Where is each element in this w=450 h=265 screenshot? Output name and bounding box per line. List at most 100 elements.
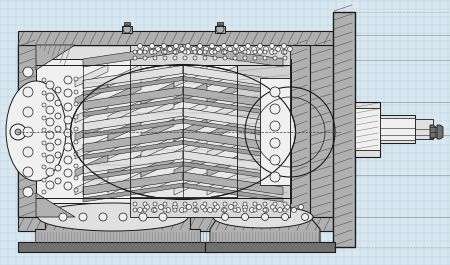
Polygon shape: [174, 137, 207, 159]
Circle shape: [283, 50, 287, 54]
Circle shape: [153, 50, 157, 54]
Bar: [122, 26, 132, 33]
Polygon shape: [83, 129, 183, 152]
Polygon shape: [174, 101, 207, 123]
Circle shape: [167, 46, 172, 51]
Bar: [124, 22, 130, 26]
Circle shape: [46, 118, 54, 126]
Polygon shape: [83, 44, 183, 67]
Circle shape: [46, 106, 54, 114]
Polygon shape: [183, 87, 283, 110]
Circle shape: [55, 87, 61, 93]
Circle shape: [298, 205, 303, 210]
Polygon shape: [83, 76, 183, 95]
Circle shape: [221, 50, 226, 55]
Circle shape: [138, 207, 143, 213]
Circle shape: [153, 208, 157, 212]
Bar: [380, 118, 415, 140]
Ellipse shape: [71, 64, 296, 200]
Polygon shape: [83, 108, 183, 131]
Circle shape: [174, 50, 179, 55]
Circle shape: [42, 165, 46, 169]
Circle shape: [223, 202, 227, 206]
Circle shape: [163, 50, 167, 54]
Circle shape: [42, 116, 46, 120]
Circle shape: [163, 56, 167, 60]
Circle shape: [242, 214, 248, 220]
Circle shape: [173, 56, 177, 60]
Circle shape: [252, 46, 256, 51]
Polygon shape: [83, 172, 183, 195]
Polygon shape: [141, 65, 174, 87]
Circle shape: [270, 155, 280, 165]
Polygon shape: [141, 173, 174, 195]
Circle shape: [213, 202, 217, 206]
Polygon shape: [75, 155, 108, 177]
Circle shape: [64, 182, 72, 190]
Circle shape: [23, 87, 33, 97]
Circle shape: [263, 208, 267, 212]
Circle shape: [284, 205, 289, 210]
Circle shape: [246, 43, 251, 48]
Bar: [130, 197, 290, 217]
Circle shape: [264, 207, 269, 213]
Circle shape: [46, 155, 54, 163]
Circle shape: [138, 43, 143, 48]
Circle shape: [74, 115, 78, 119]
Polygon shape: [35, 217, 200, 243]
Circle shape: [172, 205, 177, 210]
Circle shape: [10, 124, 26, 140]
Bar: [355, 102, 380, 157]
Circle shape: [213, 56, 217, 60]
Polygon shape: [83, 65, 183, 88]
Circle shape: [253, 202, 257, 206]
Circle shape: [193, 50, 197, 54]
Circle shape: [192, 46, 197, 51]
Circle shape: [270, 43, 274, 48]
Polygon shape: [174, 155, 207, 177]
Circle shape: [42, 153, 46, 157]
Circle shape: [143, 56, 147, 60]
Circle shape: [143, 208, 147, 212]
Circle shape: [270, 87, 280, 97]
Circle shape: [203, 208, 207, 212]
Circle shape: [253, 56, 257, 60]
Circle shape: [215, 205, 220, 210]
Polygon shape: [183, 162, 283, 181]
Circle shape: [235, 207, 240, 213]
Bar: [130, 45, 290, 65]
Circle shape: [261, 214, 269, 220]
Bar: [290, 45, 310, 217]
Circle shape: [270, 50, 274, 55]
Polygon shape: [183, 129, 283, 152]
Bar: [18, 31, 333, 45]
Circle shape: [42, 141, 46, 145]
Circle shape: [74, 102, 78, 106]
Circle shape: [153, 56, 157, 60]
Circle shape: [270, 138, 280, 148]
Polygon shape: [183, 140, 283, 159]
Polygon shape: [183, 76, 283, 95]
Polygon shape: [75, 119, 108, 141]
Circle shape: [180, 46, 184, 51]
Bar: [18, 45, 36, 217]
Polygon shape: [75, 173, 108, 195]
Polygon shape: [141, 155, 174, 177]
Circle shape: [263, 56, 267, 60]
Polygon shape: [141, 101, 174, 123]
Circle shape: [46, 181, 54, 189]
Circle shape: [55, 126, 61, 132]
Circle shape: [210, 50, 215, 55]
Circle shape: [64, 103, 72, 111]
Circle shape: [163, 208, 167, 212]
Circle shape: [243, 56, 247, 60]
Polygon shape: [207, 137, 240, 159]
Circle shape: [74, 164, 78, 168]
Polygon shape: [83, 162, 183, 181]
Circle shape: [223, 56, 227, 60]
Circle shape: [229, 205, 234, 210]
Bar: [18, 217, 333, 231]
Polygon shape: [108, 173, 141, 195]
Circle shape: [46, 168, 54, 176]
Circle shape: [234, 43, 239, 48]
